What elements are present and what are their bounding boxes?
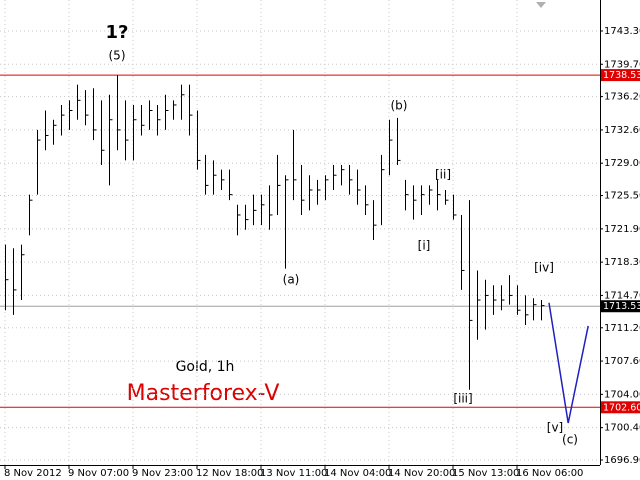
price-level-box — [601, 69, 640, 82]
projection-line — [548, 302, 589, 424]
y-tick-label: 1700.40 — [604, 423, 640, 434]
price-level-box — [601, 300, 640, 313]
wave-label: [iv] — [534, 261, 554, 275]
shift-marker — [536, 2, 546, 8]
price-level-label: 1702.60 — [603, 402, 640, 413]
grid — [0, 0, 600, 465]
y-tick-label: 1729.00 — [604, 158, 640, 169]
x-tick-label: 8 Nov 2012 — [4, 468, 62, 479]
wave-label: (c) — [562, 433, 578, 447]
x-tick-label: 14 Nov 20:00 — [388, 468, 455, 479]
y-tick-label: 1707.60 — [604, 356, 640, 367]
wave-label: [ii] — [435, 168, 451, 182]
x-tick-label: 15 Nov 13:00 — [452, 468, 519, 479]
y-tick-label: 1739.70 — [604, 59, 640, 70]
y-tick-label: 1704.00 — [604, 389, 640, 400]
y-tick-label: 1743.30 — [604, 26, 640, 37]
x-tick-label: 12 Nov 18:00 — [196, 468, 263, 479]
wave-label: 1? — [106, 22, 129, 43]
wave-label: (5) — [109, 49, 126, 63]
y-tick-label: 1736.20 — [604, 92, 640, 103]
wave-label: [v] — [547, 421, 563, 435]
y-tick-label: 1721.90 — [604, 224, 640, 235]
x-tick-label: 16 Nov 06:00 — [516, 468, 583, 479]
brand-label: Masterforex-V — [127, 381, 280, 406]
x-tick-label: 14 Nov 04:00 — [324, 468, 391, 479]
y-tick-label: 1714.70 — [604, 290, 640, 301]
wave-label: (a) — [283, 273, 300, 287]
symbol-label: Gold, 1h — [176, 359, 235, 375]
x-tick-label: 13 Nov 11:00 — [260, 468, 327, 479]
y-tick-label: 1725.50 — [604, 191, 640, 202]
y-tick-label: 1718.30 — [604, 257, 640, 268]
price-level-label: 1713.53 — [603, 301, 640, 312]
y-tick-label: 1696.90 — [604, 455, 640, 466]
x-tick-label: 9 Nov 23:00 — [132, 468, 193, 479]
bars — [5, 75, 545, 390]
y-tick-label: 1711.20 — [604, 323, 640, 334]
wave-label: [iii] — [453, 392, 472, 406]
y-tick-label: 1732.60 — [604, 125, 640, 136]
wave-label: [i] — [418, 239, 431, 253]
x-tick-label: 9 Nov 07:00 — [68, 468, 129, 479]
price-level-box — [601, 401, 640, 414]
price-level-label: 1738.53 — [603, 70, 640, 81]
wave-label: (b) — [391, 99, 408, 113]
